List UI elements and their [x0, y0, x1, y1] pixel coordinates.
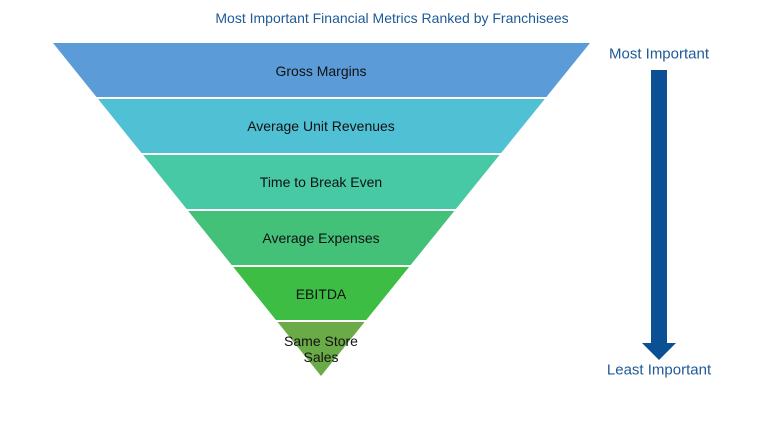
- title: Most Important Financial Metrics Ranked …: [215, 10, 569, 26]
- level-label: Gross Margins: [275, 62, 367, 79]
- funnel-level: [53, 43, 590, 97]
- level-label: EBITDA: [295, 285, 347, 302]
- level-label: Same Store Sales: [284, 333, 358, 365]
- funnel-level: [277, 322, 365, 376]
- arrow: [642, 70, 676, 360]
- funnel-level: [188, 211, 455, 265]
- funnel-level: [98, 99, 545, 153]
- top-label: Most Important: [608, 45, 710, 63]
- level-label: Time to Break Even: [259, 174, 383, 190]
- level-label: Average Unit Revenues: [247, 118, 395, 134]
- bottom-label: Least Important: [606, 361, 712, 379]
- funnel-level: [233, 267, 410, 320]
- funnel-level: [143, 155, 500, 209]
- level-label: Average Expenses: [262, 230, 380, 246]
